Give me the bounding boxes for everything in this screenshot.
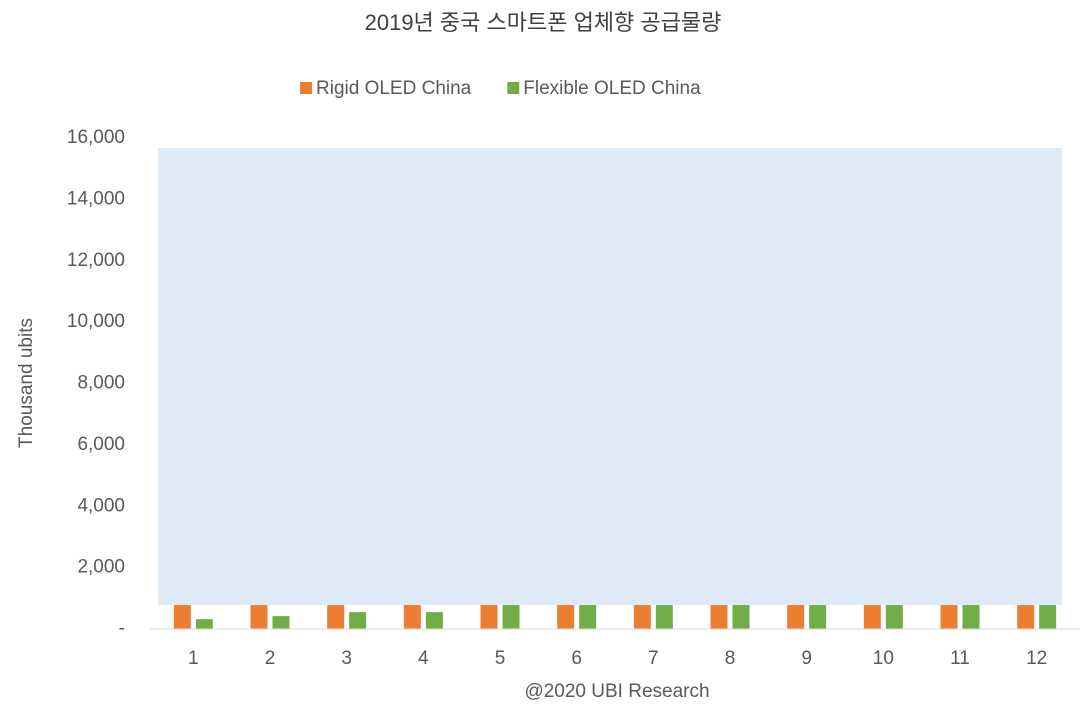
y-tick-label: 14,000 [67, 188, 125, 209]
bar [250, 605, 268, 629]
legend-label: Rigid OLED China [316, 78, 472, 99]
y-tick-label: 6,000 [77, 434, 125, 455]
y-tick-label: 8,000 [77, 373, 125, 394]
legend-swatch [507, 82, 520, 94]
bar [732, 605, 750, 629]
x-tick-label: 6 [571, 648, 582, 669]
bar [579, 605, 597, 629]
legend-label: Flexible OLED China [523, 78, 701, 99]
bar [710, 605, 728, 629]
bar [1039, 605, 1057, 629]
x-tick-label: 11 [950, 648, 970, 669]
overlay-panel [158, 148, 1062, 605]
y-tick-label: 10,000 [67, 311, 125, 332]
bar [403, 605, 421, 629]
x-tick-label: 4 [418, 648, 429, 669]
bar [940, 605, 958, 629]
bar [863, 605, 881, 629]
x-tick-label: 2 [265, 648, 276, 669]
bar [502, 605, 520, 629]
bar [272, 616, 290, 629]
bar [173, 605, 191, 629]
y-tick-label: 12,000 [67, 250, 125, 271]
y-tick-label: - [119, 618, 125, 639]
x-tick-label: 5 [495, 648, 506, 669]
x-tick-label: 3 [341, 648, 352, 669]
x-tick-label: 9 [801, 648, 812, 669]
y-tick-label: 2,000 [77, 557, 125, 578]
chart-title: 2019년 중국 스마트폰 업체향 공급물량 [365, 10, 722, 35]
bar [557, 605, 575, 629]
bar [809, 605, 827, 629]
bar [195, 619, 213, 629]
y-axis-label: Thousand ubits [16, 318, 37, 448]
bar [1017, 605, 1035, 629]
bar [885, 605, 903, 629]
legend-swatch [300, 82, 312, 94]
y-tick-label: 16,000 [67, 127, 125, 148]
bar [349, 612, 367, 629]
bar [633, 605, 651, 629]
bar [787, 605, 805, 629]
x-tick-label: 1 [188, 648, 199, 669]
bar [425, 612, 443, 629]
x-tick-label: 12 [1026, 648, 1047, 669]
x-axis-label: @2020 UBI Research [524, 681, 709, 702]
x-tick-label: 10 [873, 648, 894, 669]
bar [655, 605, 673, 629]
bar [327, 605, 345, 629]
bar [480, 605, 498, 629]
x-tick-label: 8 [725, 648, 736, 669]
y-tick-label: 4,000 [77, 495, 125, 516]
bar [962, 605, 980, 629]
x-tick-label: 7 [648, 648, 659, 669]
